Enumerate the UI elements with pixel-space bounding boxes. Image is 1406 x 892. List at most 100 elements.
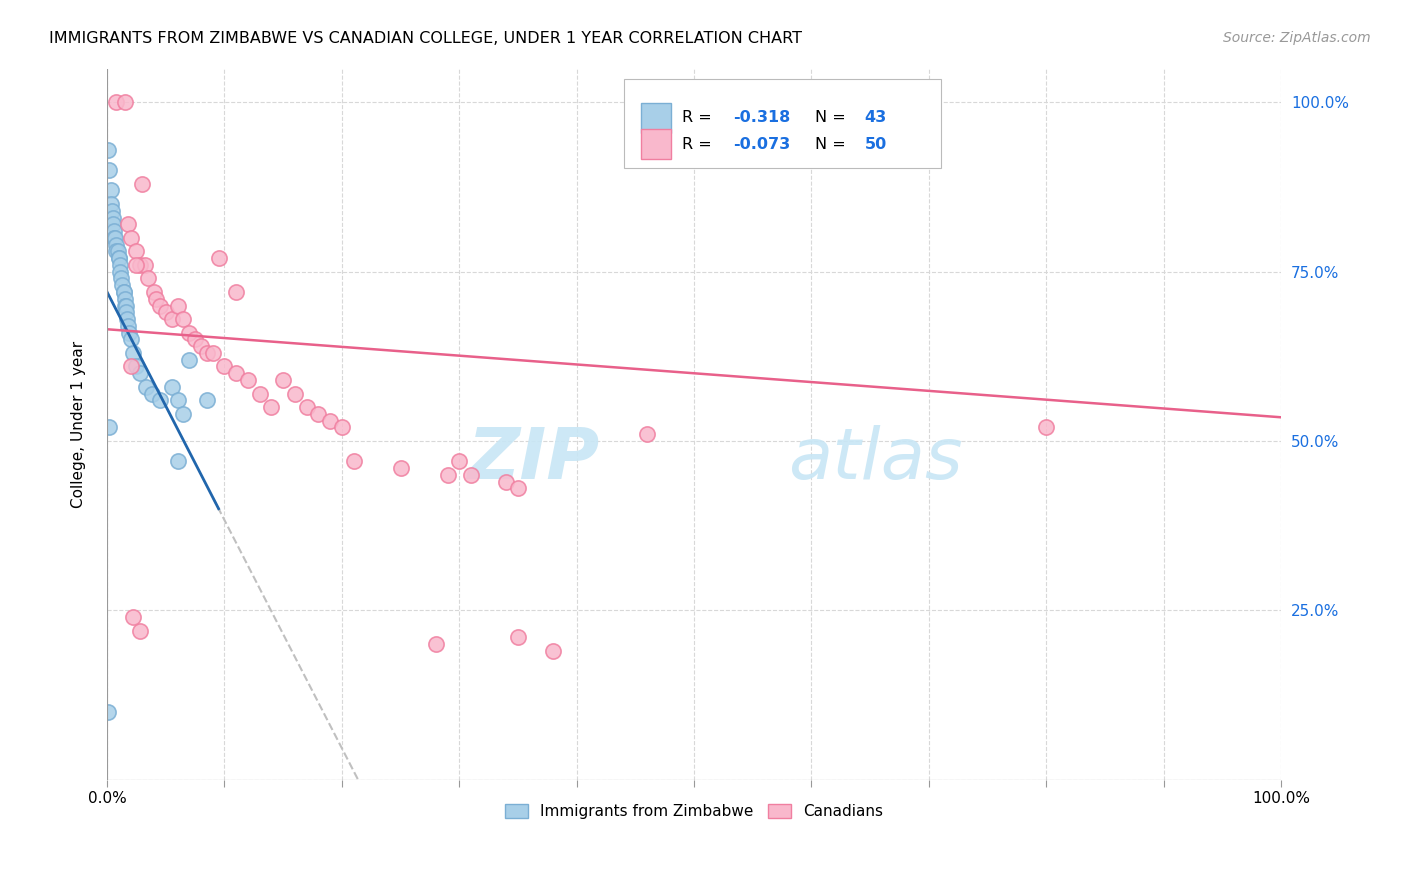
Point <box>343 454 366 468</box>
Point <box>436 467 458 482</box>
Text: R =: R = <box>682 136 717 152</box>
Text: 43: 43 <box>865 111 887 126</box>
Point <box>103 224 125 238</box>
Point <box>166 393 188 408</box>
Point <box>172 407 194 421</box>
Point <box>100 197 122 211</box>
Point <box>114 299 136 313</box>
Point <box>184 333 207 347</box>
Point <box>135 380 157 394</box>
Bar <box>641 129 671 159</box>
Point <box>179 326 201 340</box>
Point <box>125 359 148 374</box>
Text: 50: 50 <box>865 136 887 152</box>
Text: atlas: atlas <box>787 425 963 494</box>
Point <box>160 312 183 326</box>
Text: N =: N = <box>815 136 851 152</box>
Point <box>195 346 218 360</box>
Text: IMMIGRANTS FROM ZIMBABWE VS CANADIAN COLLEGE, UNDER 1 YEAR CORRELATION CHART: IMMIGRANTS FROM ZIMBABWE VS CANADIAN COL… <box>49 31 803 46</box>
Bar <box>641 103 671 133</box>
Point <box>460 467 482 482</box>
Point <box>295 400 318 414</box>
Point <box>260 400 283 414</box>
Point <box>115 299 138 313</box>
Point <box>107 244 129 259</box>
Text: N =: N = <box>815 111 851 126</box>
Point <box>98 163 121 178</box>
Y-axis label: College, Under 1 year: College, Under 1 year <box>72 341 86 508</box>
Point <box>225 366 247 380</box>
Point <box>105 95 128 110</box>
Point <box>111 278 134 293</box>
Point <box>166 299 188 313</box>
Point <box>112 285 135 299</box>
Point <box>495 475 517 489</box>
Point <box>100 203 122 218</box>
Point <box>120 231 142 245</box>
Point <box>149 299 172 313</box>
Point <box>112 285 135 299</box>
Text: -0.318: -0.318 <box>733 111 790 126</box>
Point <box>172 312 194 326</box>
Point <box>636 427 658 442</box>
Point <box>307 407 329 421</box>
Point <box>117 217 139 231</box>
Point <box>114 95 136 110</box>
Point <box>131 177 153 191</box>
Point <box>201 346 224 360</box>
Point <box>541 644 564 658</box>
Text: R =: R = <box>682 111 717 126</box>
Point <box>141 386 163 401</box>
Legend: Immigrants from Zimbabwe, Canadians: Immigrants from Zimbabwe, Canadians <box>499 798 890 825</box>
Point <box>179 352 201 367</box>
Point <box>105 244 128 259</box>
Point <box>330 420 353 434</box>
Point <box>145 292 167 306</box>
Point <box>249 386 271 401</box>
Point <box>114 292 136 306</box>
Point <box>125 244 148 259</box>
Point <box>236 373 259 387</box>
Point <box>120 333 142 347</box>
Point <box>195 393 218 408</box>
Point <box>506 482 529 496</box>
Point <box>319 414 342 428</box>
Point <box>104 231 127 245</box>
Point <box>110 271 132 285</box>
Point <box>143 285 166 299</box>
Point <box>108 265 131 279</box>
Point <box>108 251 131 265</box>
Point <box>122 346 145 360</box>
Point <box>120 359 142 374</box>
Text: Source: ZipAtlas.com: Source: ZipAtlas.com <box>1223 31 1371 45</box>
Point <box>449 454 471 468</box>
Point <box>225 285 247 299</box>
Point <box>98 420 121 434</box>
Text: ZIP: ZIP <box>468 425 600 494</box>
Point <box>122 610 145 624</box>
Point <box>389 461 412 475</box>
Point <box>117 318 139 333</box>
Point <box>207 251 229 265</box>
Point <box>108 251 131 265</box>
Point <box>129 366 152 380</box>
Point <box>129 624 152 638</box>
Point <box>118 326 141 340</box>
Point <box>506 631 529 645</box>
Point <box>149 393 172 408</box>
Text: -0.073: -0.073 <box>733 136 790 152</box>
Point <box>125 258 148 272</box>
Point <box>103 231 125 245</box>
Point <box>284 386 307 401</box>
Point <box>190 339 212 353</box>
Point <box>108 258 131 272</box>
Point <box>129 258 152 272</box>
Point <box>100 183 122 197</box>
Point <box>160 380 183 394</box>
FancyBboxPatch shape <box>624 79 941 168</box>
Point <box>214 359 236 374</box>
Point <box>115 312 138 326</box>
Point <box>271 373 294 387</box>
Point <box>425 637 447 651</box>
Point <box>105 237 128 252</box>
